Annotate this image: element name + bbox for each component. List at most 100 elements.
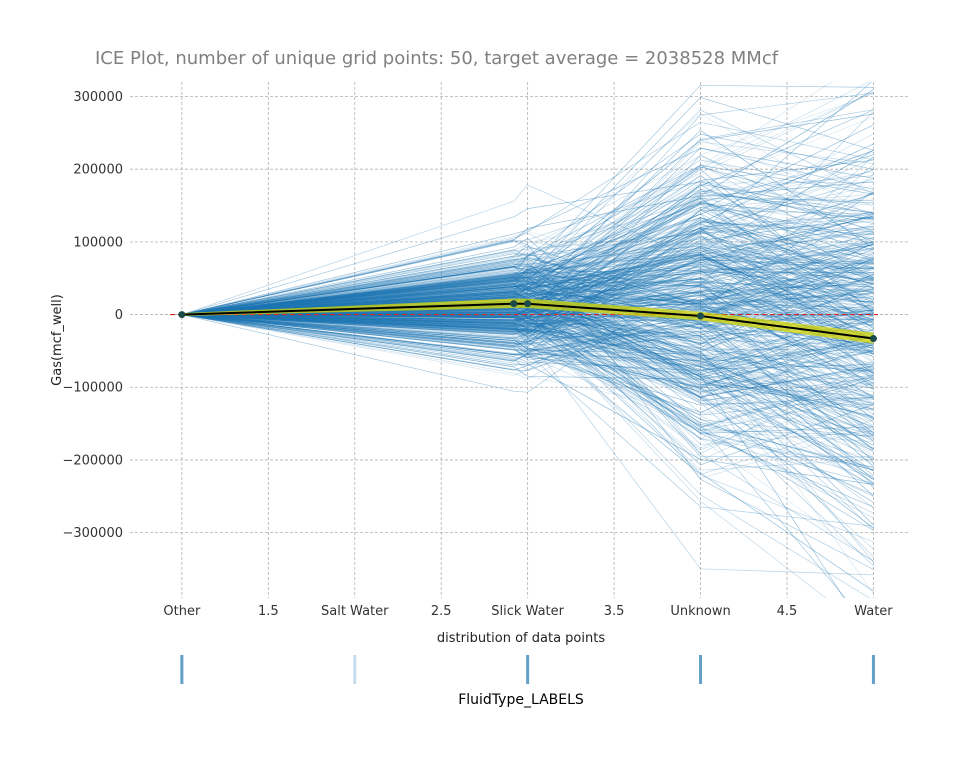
ice-line: [181, 314, 874, 406]
ice-line: [181, 314, 874, 389]
ice-line: [181, 155, 874, 315]
ice-line: [181, 230, 874, 359]
ice-line: [181, 314, 874, 434]
ice-line: [181, 221, 874, 335]
ice-line: [181, 263, 874, 315]
ice-line: [181, 109, 874, 315]
ice-line: [181, 260, 874, 562]
ice-line: [181, 204, 874, 315]
ice-line: [181, 271, 874, 355]
ice-line: [181, 262, 874, 404]
ice-line: [181, 255, 874, 327]
ice-line: [181, 271, 874, 362]
ice-line: [181, 277, 874, 457]
ice-line: [181, 314, 874, 397]
ice-line: [181, 232, 874, 315]
ice-line: [181, 287, 874, 480]
y-axis-ticks: 300000 200000 100000 0 −100000 −200000 −300000: [62, 90, 123, 541]
ice-line: [181, 259, 874, 315]
ice-line: [181, 267, 874, 315]
x-axis-label: distribution of data points: [437, 631, 605, 646]
ice-line: [181, 272, 874, 372]
ice-line: [181, 309, 874, 458]
ice-line: [181, 310, 874, 592]
ice-line: [181, 314, 874, 468]
ice-line: [181, 200, 874, 315]
x-tick-label: Other: [163, 604, 201, 619]
ice-line: [181, 314, 874, 407]
ice-line: [181, 189, 874, 316]
ice-line: [181, 175, 874, 315]
ice-line: [181, 266, 874, 326]
ice-line: [181, 314, 874, 479]
ice-line: [181, 224, 874, 315]
ice-line: [181, 237, 874, 397]
x-tick-label: Water: [854, 604, 893, 619]
ice-line: [181, 203, 874, 315]
ice-line: [181, 180, 874, 315]
ice-line: [181, 309, 846, 598]
ice-line: [181, 93, 874, 315]
ice-line: [181, 262, 874, 345]
ice-line: [181, 235, 874, 375]
ice-line: [181, 169, 874, 315]
ice-line: [181, 314, 871, 598]
ice-line: [181, 263, 874, 387]
ice-line: [181, 272, 874, 450]
ice-line: [181, 164, 874, 315]
ice-line: [181, 164, 874, 328]
ice-line: [181, 207, 874, 315]
ice-line: [181, 275, 874, 414]
distribution-ticks: [180, 655, 875, 684]
ice-line: [181, 277, 874, 315]
ice-line: [181, 262, 874, 371]
ice-line: [181, 283, 874, 406]
ice-line: [181, 283, 874, 386]
ice-line: [181, 183, 874, 335]
ice-line: [181, 250, 874, 315]
ice-line: [181, 283, 874, 381]
ice-line: [181, 287, 874, 389]
ice-line: [181, 314, 874, 442]
ice-line: [181, 254, 874, 374]
ice-line: [181, 169, 874, 315]
ice-line: [181, 273, 874, 396]
ice-line: [181, 249, 874, 315]
ice-line: [181, 287, 874, 352]
ice-line: [181, 261, 874, 315]
ice-line: [181, 217, 874, 348]
y-tick-label: 300000: [73, 90, 123, 105]
ice-line: [181, 202, 874, 315]
ice-line: [181, 111, 874, 332]
ice-line: [181, 217, 874, 315]
ice-line: [181, 208, 874, 315]
x-tick-label: Unknown: [670, 604, 730, 619]
ice-line: [181, 314, 874, 471]
ice-line: [181, 289, 874, 318]
ice-line: [181, 276, 874, 324]
ice-line: [181, 259, 874, 315]
ice-line: [181, 251, 874, 348]
ice-line: [181, 314, 874, 388]
y-tick-label: 0: [115, 308, 123, 323]
ice-line: [181, 265, 874, 441]
ice-line: [181, 164, 874, 315]
ice-line: [181, 284, 874, 315]
ice-line: [181, 209, 874, 339]
ice-line: [181, 148, 874, 315]
ice-line: [181, 276, 874, 344]
ice-line: [181, 203, 874, 315]
ice-line: [181, 295, 874, 388]
ice-line: [181, 311, 874, 332]
ice-line: [181, 293, 874, 368]
ice-line: [181, 217, 874, 343]
ice-line: [181, 314, 874, 467]
ice-line: [181, 229, 874, 315]
ice-line: [181, 215, 874, 318]
ice-line: [181, 235, 874, 329]
ice-line: [181, 271, 874, 355]
ice-line: [181, 221, 874, 315]
ice-line: [181, 314, 874, 378]
ice-line: [181, 248, 874, 329]
ice-line: [181, 178, 874, 340]
